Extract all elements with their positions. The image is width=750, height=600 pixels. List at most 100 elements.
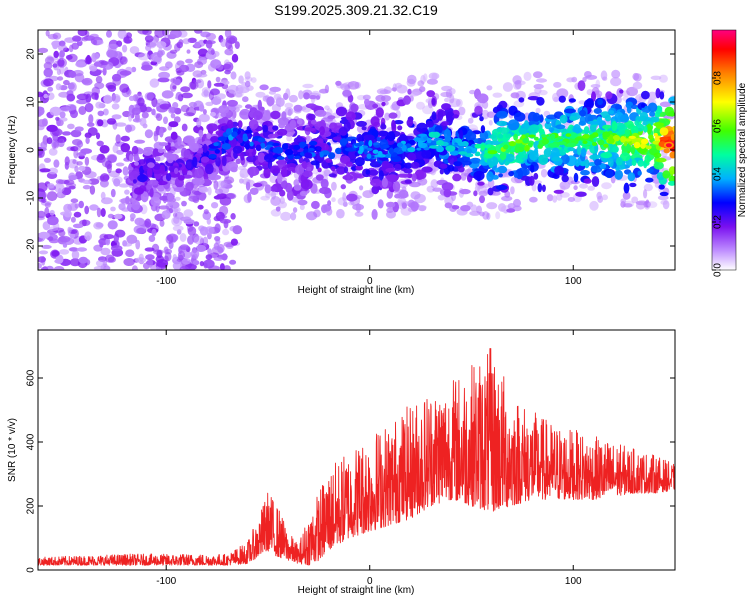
- spectrogram-ridge-blob: [365, 169, 371, 175]
- spectrogram-noise-blob: [156, 259, 169, 268]
- spectrogram-ridge-blob: [403, 168, 413, 174]
- spectrogram-scatter-blob: [552, 195, 558, 203]
- spectrogram-noise-blob: [168, 146, 178, 151]
- spectrogram-core-blob: [432, 131, 441, 138]
- spectrogram-noise-blob: [76, 99, 88, 105]
- spectrogram-ridge-blob: [583, 99, 595, 110]
- spectrogram-scatter-blob: [579, 183, 588, 189]
- spectrogram-ridge-blob: [315, 95, 321, 100]
- spectrogram-noise-blob: [210, 112, 216, 117]
- spectrogram-ridge-blob: [644, 117, 652, 122]
- spectrogram-noise-blob: [178, 250, 185, 260]
- spectrogram-ridge-blob: [589, 154, 601, 160]
- spectrogram-scatter-blob: [241, 81, 247, 89]
- spectrogram-noise-blob: [181, 123, 188, 132]
- spectrogram-ridge-blob: [380, 123, 387, 130]
- spectrogram-noise-blob: [88, 178, 100, 185]
- spectrogram-ridge-blob: [564, 108, 576, 114]
- spectrogram-ridge-blob: [515, 154, 523, 161]
- spectrogram-scatter-blob: [578, 100, 586, 105]
- spectrogram-ridge-blob: [499, 152, 507, 161]
- spectrogram-ridge-blob: [659, 127, 669, 136]
- spectrogram-ridge-blob: [461, 160, 472, 166]
- snr-y-label: SNR (10 * v/v): [7, 418, 18, 482]
- spectrogram-noise-blob: [53, 141, 59, 149]
- spectrogram-ridge-blob: [253, 132, 259, 137]
- spectrogram-scatter-blob: [552, 92, 560, 103]
- spectrogram-noise-blob: [43, 78, 54, 87]
- spectrogram-ridge-blob: [347, 94, 354, 103]
- spectrogram-ridge-blob: [304, 127, 316, 132]
- spectrogram-ridge-blob: [249, 187, 259, 195]
- spectrogram-core-blob: [282, 143, 289, 150]
- spectrogram-scatter-blob: [271, 190, 276, 200]
- spectrogram-noise-blob: [137, 97, 145, 107]
- spectrogram-scatter-blob: [498, 203, 506, 212]
- spectrogram-noise-blob: [78, 256, 89, 264]
- spectrogram-noise-blob: [38, 146, 44, 156]
- spectrogram-ridge-blob: [378, 170, 384, 181]
- spectrogram-noise-blob: [173, 216, 180, 224]
- spectrogram-core-blob: [272, 147, 280, 153]
- spectrogram-noise-blob: [111, 93, 121, 104]
- spectrogram-core-blob: [603, 143, 609, 148]
- spectrogram-core-blob: [417, 140, 423, 147]
- spectrogram-scatter-blob: [362, 94, 371, 101]
- spectrogram-scatter-blob: [354, 211, 364, 217]
- spectrogram-noise-blob: [91, 92, 99, 100]
- spectrogram-noise-blob: [84, 205, 90, 215]
- spectrogram-noise-blob: [93, 266, 106, 270]
- spectrogram-scatter-blob: [474, 185, 480, 192]
- spectrogram-ridge-blob: [190, 142, 199, 153]
- spectrogram-noise-blob: [65, 54, 73, 60]
- spectrogram-marks: [38, 30, 675, 270]
- spectrogram-ridge-blob: [368, 169, 379, 176]
- spectrogram-scatter-blob: [391, 87, 398, 92]
- spectrogram-ridge-blob: [555, 124, 566, 130]
- spectrogram-noise-blob: [62, 131, 72, 136]
- spectrogram-ridge-blob: [155, 156, 161, 162]
- spectrogram-core-blob: [396, 142, 404, 148]
- spectrogram-noise-blob: [84, 30, 90, 37]
- colorbar: 0.0 0.2 0.4 0.6 0.8 Normalized spectral ampl…: [711, 29, 748, 277]
- spectrogram-noise-blob: [59, 111, 66, 119]
- spectrogram-noise-blob: [69, 44, 74, 53]
- spectrogram-core-blob: [641, 138, 649, 145]
- spectrogram-noise-blob: [174, 78, 181, 86]
- spectrogram-noise-blob: [38, 106, 45, 116]
- spectrogram-ridge-blob: [431, 98, 436, 106]
- spectrogram-ridge-blob: [608, 110, 615, 115]
- spectrogram-ridge-blob: [385, 167, 396, 173]
- spectrogram-ridge-blob: [372, 103, 379, 109]
- spectrogram-ridge-blob: [621, 143, 631, 152]
- snr-marks: [38, 348, 675, 566]
- spectrogram-scatter-blob: [448, 98, 461, 108]
- spectrogram-noise-blob: [55, 254, 64, 264]
- spectrogram-core-blob: [466, 148, 473, 155]
- y-tick-label: 0: [26, 147, 37, 153]
- spectrogram-noise-blob: [169, 82, 177, 92]
- spectrogram-core-blob: [534, 136, 539, 141]
- spectrogram-noise-blob: [41, 118, 48, 127]
- spectrogram-noise-blob: [38, 231, 50, 239]
- spectrogram-core-blob: [284, 148, 294, 156]
- spectrogram-noise-blob: [96, 207, 102, 218]
- spectrogram-noise-blob: [94, 82, 105, 90]
- spectrogram-ridge-blob: [132, 179, 137, 184]
- spectrogram-core-blob: [304, 152, 313, 159]
- spectrogram-ridge-blob: [247, 192, 252, 203]
- spectrogram-noise-blob: [48, 226, 59, 232]
- spectrogram-noise-blob: [163, 116, 168, 125]
- spectrogram-noise-blob: [73, 211, 82, 218]
- spectrogram-scatter-blob: [556, 88, 569, 99]
- spectrogram-scatter-blob: [265, 191, 271, 199]
- spectrogram-noise-blob: [107, 220, 118, 230]
- spectrogram-ridge-blob: [131, 200, 141, 211]
- spectrogram-noise-blob: [134, 217, 145, 226]
- spectrogram-ridge-blob: [239, 111, 248, 116]
- spectrogram-noise-blob: [135, 239, 141, 250]
- spectrogram-noise-blob: [72, 223, 84, 229]
- spectrogram-y-ticks: -20 -10 0 10 20: [26, 48, 675, 253]
- spectrogram-ridge-blob: [497, 165, 508, 174]
- spectrogram-noise-blob: [145, 44, 152, 52]
